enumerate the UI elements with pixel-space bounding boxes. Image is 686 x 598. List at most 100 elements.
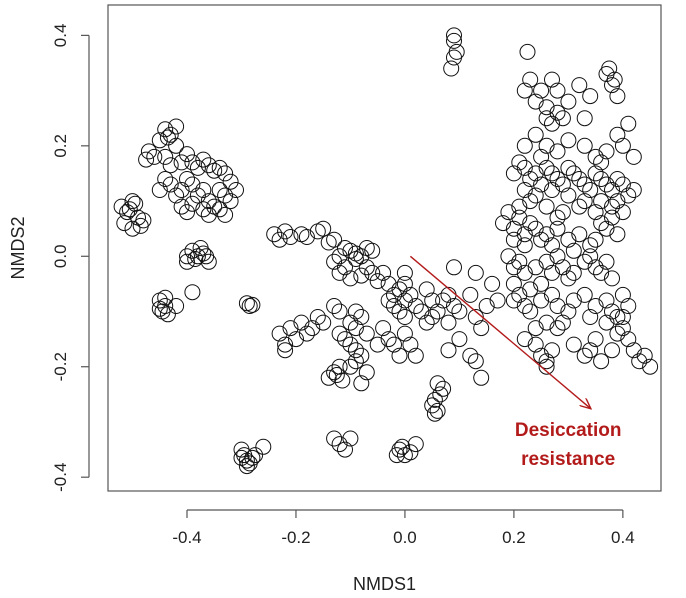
- data-point: [604, 198, 620, 215]
- data-point: [446, 259, 462, 276]
- data-point: [598, 314, 615, 331]
- data-point: [124, 220, 141, 237]
- data-point: [386, 336, 402, 353]
- data-point: [609, 325, 626, 342]
- data-point: [238, 458, 255, 475]
- data-point: [582, 309, 599, 325]
- data-point: [331, 436, 348, 453]
- data-point: [560, 270, 577, 287]
- data-point: [418, 281, 435, 298]
- data-point: [549, 171, 566, 187]
- data-point: [571, 77, 588, 94]
- data-point: [560, 93, 577, 110]
- data-point: [353, 267, 370, 284]
- data-point: [157, 289, 174, 306]
- data-point: [288, 331, 304, 348]
- data-point: [614, 176, 631, 193]
- data-point: [516, 331, 533, 348]
- data-point: [358, 364, 375, 381]
- data-point: [413, 303, 430, 320]
- data-point: [402, 286, 419, 303]
- data-point: [533, 176, 550, 193]
- data-point: [631, 353, 648, 370]
- data-point: [298, 229, 315, 245]
- data-point: [527, 320, 544, 337]
- data-point: [391, 303, 408, 320]
- data-point: [358, 240, 375, 256]
- data-point: [549, 298, 566, 314]
- data-point: [315, 220, 332, 237]
- data-point: [391, 281, 408, 298]
- data-point: [157, 148, 174, 165]
- data-point: [576, 347, 593, 364]
- data-point: [489, 292, 506, 309]
- data-point: [337, 441, 353, 458]
- data-point: [609, 226, 626, 243]
- data-point: [358, 259, 375, 276]
- data-point: [119, 204, 136, 221]
- data-point: [320, 369, 337, 386]
- x-tick-label: 0.0: [393, 528, 417, 547]
- data-point: [593, 353, 610, 370]
- data-point: [159, 129, 176, 146]
- data-point: [440, 342, 457, 359]
- data-point: [473, 320, 490, 337]
- data-point: [184, 284, 201, 301]
- data-point: [565, 165, 582, 182]
- data-point: [195, 182, 212, 198]
- data-point: [200, 157, 217, 174]
- data-point: [424, 397, 441, 414]
- data-point: [519, 43, 536, 60]
- data-point: [587, 259, 604, 276]
- data-point: [598, 292, 615, 309]
- data-point: [620, 331, 637, 348]
- data-point: [391, 347, 408, 364]
- data-point: [189, 159, 206, 176]
- data-point: [516, 226, 533, 243]
- data-point: [554, 204, 571, 221]
- data-point: [604, 270, 620, 287]
- data-point: [582, 237, 599, 254]
- data-point: [394, 438, 411, 455]
- data-point: [554, 110, 571, 127]
- data-point: [576, 110, 593, 127]
- data-point: [576, 137, 593, 154]
- data-point: [331, 264, 348, 281]
- data-point: [388, 447, 405, 464]
- data-point: [277, 342, 294, 359]
- data-point: [587, 298, 604, 314]
- data-point: [222, 173, 239, 190]
- data-point: [320, 234, 337, 251]
- data-point: [151, 132, 168, 149]
- data-point: [407, 298, 424, 314]
- data-point: [505, 165, 522, 182]
- data-point: [151, 182, 168, 198]
- data-point: [598, 176, 615, 193]
- data-point: [396, 325, 413, 342]
- data-point: [429, 402, 446, 419]
- data-point: [124, 193, 141, 210]
- data-point: [402, 444, 419, 461]
- data-point: [138, 151, 155, 168]
- data-point: [135, 212, 152, 229]
- data-point: [293, 226, 310, 243]
- data-point: [331, 248, 348, 265]
- data-point: [179, 171, 195, 187]
- data-point: [565, 264, 582, 281]
- data-point: [614, 286, 631, 303]
- data-point: [593, 193, 610, 210]
- data-point: [451, 303, 468, 320]
- data-point: [211, 201, 228, 218]
- data-point: [157, 171, 174, 187]
- data-point: [179, 248, 195, 265]
- data-point: [228, 182, 244, 198]
- data-point: [576, 193, 593, 210]
- data-point: [500, 248, 517, 265]
- data-point: [271, 325, 288, 342]
- data-point: [277, 223, 294, 240]
- data-point: [168, 137, 185, 154]
- data-point: [277, 336, 294, 353]
- data-point: [282, 229, 299, 245]
- data-point: [375, 264, 392, 281]
- data-point: [560, 132, 577, 149]
